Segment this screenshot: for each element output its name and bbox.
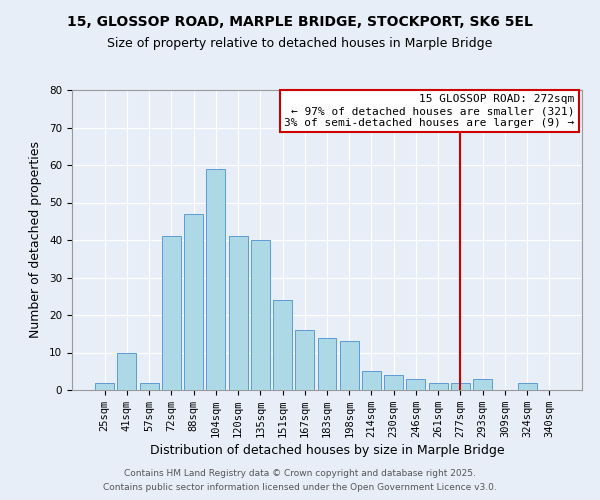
Bar [406, 379, 425, 390]
Bar [95, 382, 114, 390]
Bar [451, 382, 470, 390]
Bar [140, 382, 158, 390]
Text: 15 GLOSSOP ROAD: 272sqm
← 97% of detached houses are smaller (321)
3% of semi-de: 15 GLOSSOP ROAD: 272sqm ← 97% of detache… [284, 94, 574, 128]
Text: 15, GLOSSOP ROAD, MARPLE BRIDGE, STOCKPORT, SK6 5EL: 15, GLOSSOP ROAD, MARPLE BRIDGE, STOCKPO… [67, 15, 533, 29]
Bar [184, 214, 203, 390]
Text: Contains public sector information licensed under the Open Government Licence v3: Contains public sector information licen… [103, 484, 497, 492]
Bar [251, 240, 270, 390]
Bar [340, 341, 359, 390]
X-axis label: Distribution of detached houses by size in Marple Bridge: Distribution of detached houses by size … [149, 444, 505, 457]
Y-axis label: Number of detached properties: Number of detached properties [29, 142, 42, 338]
Bar [206, 169, 225, 390]
Bar [384, 375, 403, 390]
Text: Contains HM Land Registry data © Crown copyright and database right 2025.: Contains HM Land Registry data © Crown c… [124, 468, 476, 477]
Bar [295, 330, 314, 390]
Bar [473, 379, 492, 390]
Bar [362, 371, 381, 390]
Bar [317, 338, 337, 390]
Text: Size of property relative to detached houses in Marple Bridge: Size of property relative to detached ho… [107, 38, 493, 51]
Bar [518, 382, 536, 390]
Bar [118, 352, 136, 390]
Bar [229, 236, 248, 390]
Bar [429, 382, 448, 390]
Bar [273, 300, 292, 390]
Bar [162, 236, 181, 390]
